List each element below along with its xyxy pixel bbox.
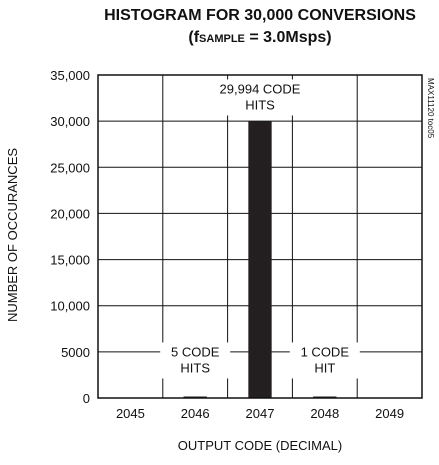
annotation-label: 5 CODE — [171, 344, 220, 359]
x-tick-label: 2045 — [116, 406, 145, 421]
annotation-label: 1 CODE — [301, 344, 350, 359]
subtitle-suffix: = 3.0Msps) — [245, 29, 332, 46]
annotation-label: HIT — [314, 360, 335, 375]
x-tick-label: 2048 — [310, 406, 339, 421]
x-tick-label: 2049 — [375, 406, 404, 421]
subtitle-prefix: (f — [188, 29, 199, 46]
annotation-label: HITS — [180, 360, 210, 375]
annotation-background — [289, 342, 360, 379]
x-tick-label: 2046 — [181, 406, 210, 421]
x-tick-labels: 2045 2046 2047 2048 2049 — [116, 406, 404, 421]
plot-frame — [97, 74, 423, 399]
y-tick-label: 20,000 — [50, 206, 90, 221]
y-tick-label: 25,000 — [50, 160, 90, 175]
y-tick-label: 30,000 — [50, 114, 90, 129]
chart-subtitle: (fSAMPLE = 3.0Msps) — [188, 29, 331, 46]
figure-code: MAX11120 toc05 — [426, 78, 435, 139]
y-tick-label: 35,000 — [50, 68, 90, 83]
y-tick-label: 15,000 — [50, 253, 90, 268]
annotation-background — [225, 79, 295, 116]
y-axis-label: NUMBER OF OCCURANCES — [5, 148, 20, 322]
annotation-background — [160, 342, 231, 379]
x-axis-label: OUTPUT CODE (DECIMAL) — [178, 438, 342, 453]
y-tick-label: 0 — [83, 391, 90, 406]
y-tick-label: 5000 — [61, 345, 90, 360]
subtitle-subscript: SAMPLE — [199, 33, 245, 45]
y-tick-labels: 0 5000 10,000 15,000 20,000 25,000 30,000 35,00… — [50, 68, 90, 406]
bar — [248, 121, 272, 398]
chart-title: HISTOGRAM FOR 30,000 CONVERSIONS — [104, 7, 416, 24]
annotation-label: 29,994 CODE — [220, 81, 301, 96]
y-tick-label: 10,000 — [50, 299, 90, 314]
x-tick-label: 2047 — [246, 406, 275, 421]
annotation-label: HITS — [245, 97, 275, 112]
